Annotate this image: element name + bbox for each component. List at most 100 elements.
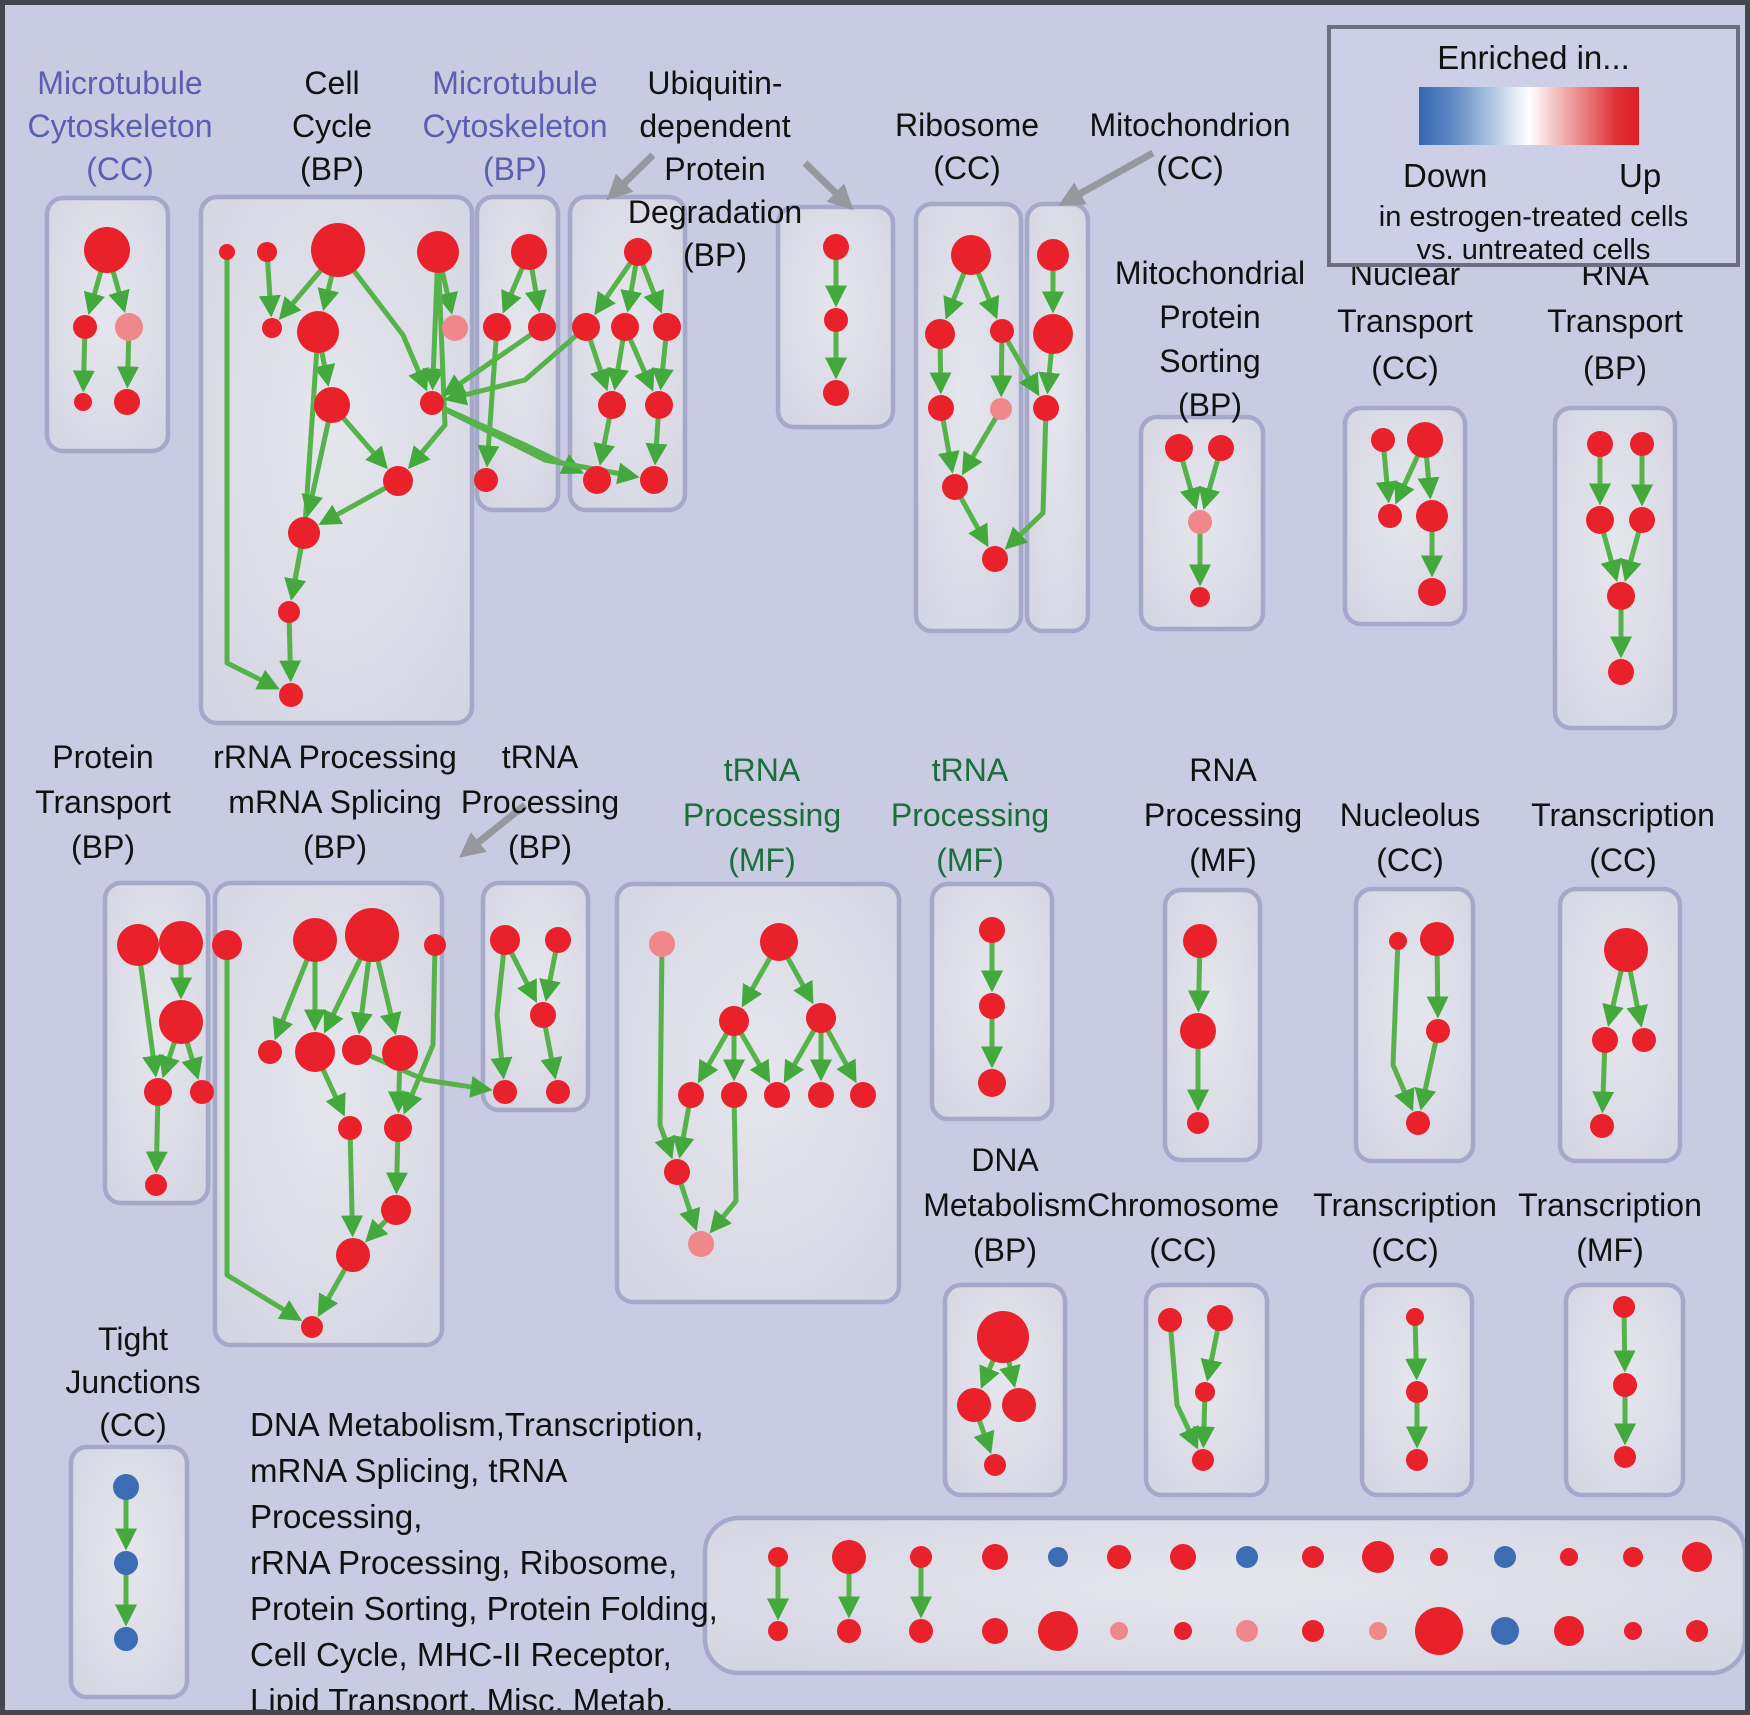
edge-j1-j4 xyxy=(1167,1319,1199,1450)
node-d9 xyxy=(850,1082,876,1108)
node-d3 xyxy=(719,1006,749,1036)
node-c5 xyxy=(546,1080,570,1104)
node-ua6 xyxy=(645,391,673,419)
node-cc2 xyxy=(257,242,277,262)
node-i3 xyxy=(1002,1388,1036,1422)
node-d4 xyxy=(806,1003,836,1033)
node-mb2 xyxy=(483,313,511,341)
legend-gradient-bar xyxy=(1419,87,1639,145)
legend-title: Enriched in... xyxy=(1437,39,1630,76)
label-pointer-arrow xyxy=(802,160,854,211)
node-s8b xyxy=(1302,1620,1324,1642)
node-cc3 xyxy=(311,223,365,277)
node-g2 xyxy=(1420,922,1454,956)
edge-cc1-cc13 xyxy=(224,252,280,690)
node-s3b xyxy=(982,1618,1008,1644)
edge-k1-k2 xyxy=(1405,1316,1428,1381)
node-h1 xyxy=(1604,928,1648,972)
node-nt1 xyxy=(1371,428,1395,452)
node-s5b xyxy=(1110,1622,1128,1640)
node-h4 xyxy=(1590,1114,1614,1138)
node-mc5 xyxy=(114,389,140,415)
node-s11b xyxy=(1491,1617,1519,1645)
node-e2 xyxy=(979,993,1005,1019)
edge-cc8-cc11 xyxy=(301,404,335,517)
node-t1 xyxy=(113,1474,139,1500)
network-diagram xyxy=(44,149,1745,1700)
node-s11t xyxy=(1494,1546,1516,1568)
node-l3 xyxy=(1614,1446,1636,1468)
edge-rb5-rb6 xyxy=(961,407,1004,476)
node-b7 xyxy=(342,1035,372,1065)
node-cc1 xyxy=(219,244,235,260)
node-j3 xyxy=(1195,1382,1215,1402)
node-s9b xyxy=(1369,1622,1387,1640)
node-pt2 xyxy=(159,921,203,965)
node-h2 xyxy=(1592,1027,1618,1053)
node-nt4 xyxy=(1416,500,1448,532)
cluster-box-mixed-strip xyxy=(702,1515,1745,1676)
node-cc10 xyxy=(383,466,413,496)
edge-d6-d11 xyxy=(709,1094,739,1234)
node-s4b xyxy=(1038,1611,1078,1651)
node-s1t xyxy=(832,1540,866,1574)
node-ua3 xyxy=(611,313,639,341)
node-k1 xyxy=(1406,1308,1424,1326)
node-ua7 xyxy=(583,466,611,494)
node-rb4 xyxy=(928,395,954,421)
node-s10t xyxy=(1430,1548,1448,1566)
legend-subtitle-line1: in estrogen-treated cells xyxy=(1378,201,1689,233)
node-s3t xyxy=(982,1544,1008,1570)
node-nt5 xyxy=(1418,578,1446,606)
node-nt2 xyxy=(1407,422,1443,458)
label-pointer-arrow xyxy=(459,802,528,858)
node-b4 xyxy=(424,934,446,956)
node-b3 xyxy=(345,908,399,962)
node-b2 xyxy=(293,918,337,962)
node-mt2 xyxy=(1033,314,1073,354)
node-rb1 xyxy=(951,235,991,275)
node-e1 xyxy=(979,917,1005,943)
node-cc8 xyxy=(314,387,350,423)
edge-d1-d10 xyxy=(654,943,676,1160)
node-rb7 xyxy=(982,546,1008,572)
node-cc11 xyxy=(288,517,320,549)
node-l1 xyxy=(1613,1296,1635,1318)
node-ub3 xyxy=(823,380,849,406)
node-mc3 xyxy=(115,313,143,341)
node-pt4 xyxy=(144,1078,172,1106)
edge-g1-g4 xyxy=(1390,940,1415,1112)
node-e3 xyxy=(978,1069,1006,1097)
edge-mb3-cc9 xyxy=(442,324,544,396)
node-s12t xyxy=(1560,1548,1578,1566)
edge-mt3-rb7 xyxy=(1004,407,1049,550)
node-b10 xyxy=(384,1114,412,1142)
node-mb4 xyxy=(474,468,498,492)
node-c3 xyxy=(530,1002,556,1028)
node-d7 xyxy=(764,1082,790,1108)
edge-ua2-cc9 xyxy=(444,325,588,406)
node-b13 xyxy=(301,1316,323,1338)
node-h3 xyxy=(1632,1028,1656,1052)
node-cc9 xyxy=(420,391,444,415)
node-t3 xyxy=(114,1627,138,1651)
node-s12b xyxy=(1554,1616,1584,1646)
node-cc7 xyxy=(442,315,468,341)
node-f2 xyxy=(1180,1013,1216,1049)
node-ua2 xyxy=(572,313,600,341)
edge-g3-g4 xyxy=(1414,1030,1441,1111)
node-rt2 xyxy=(1630,432,1654,456)
node-f3 xyxy=(1187,1112,1209,1134)
node-pt6 xyxy=(145,1174,167,1196)
node-j2 xyxy=(1207,1305,1233,1331)
node-ub2 xyxy=(824,308,848,332)
node-s14b xyxy=(1686,1620,1708,1642)
node-d2 xyxy=(760,923,798,961)
node-cc5 xyxy=(262,318,282,338)
node-c4 xyxy=(493,1080,517,1104)
node-mp3 xyxy=(1188,510,1212,534)
node-j1 xyxy=(1158,1308,1182,1332)
node-s4t xyxy=(1048,1547,1068,1567)
edge-cc3-cc9 xyxy=(336,248,429,392)
edge-c1-c4 xyxy=(490,939,513,1080)
